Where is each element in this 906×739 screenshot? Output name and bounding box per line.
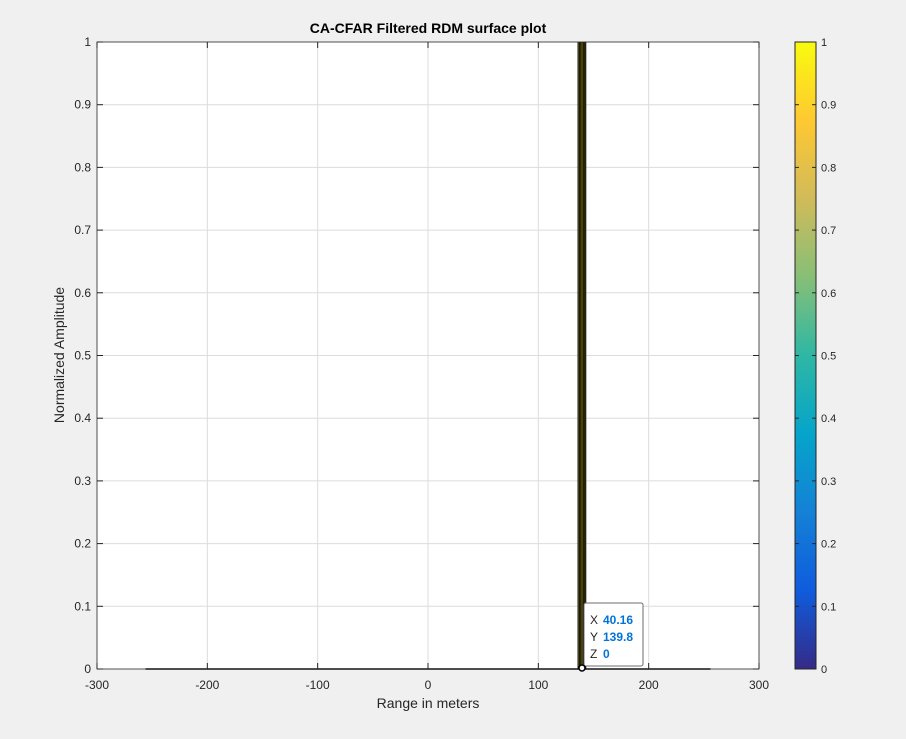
y-tick-label: 0.4 xyxy=(74,411,91,425)
y-tick-label: 0.7 xyxy=(74,223,91,237)
y-tick-label: 0.3 xyxy=(74,474,91,488)
colorbar-tick-labels: 0 0.1 0.2 0.3 0.4 0.5 0.6 0.7 0.8 0.9 1 xyxy=(795,37,836,676)
colorbar-tick-label: 0.7 xyxy=(821,225,836,237)
x-tick-label: -100 xyxy=(306,678,330,692)
x-tick-label: 100 xyxy=(528,678,548,692)
colorbar-tick-label: 0.3 xyxy=(821,476,836,488)
colorbar-tick-label: 0.4 xyxy=(821,413,836,425)
data-tip-marker[interactable] xyxy=(578,664,586,672)
y-tick-label: 0.8 xyxy=(74,160,91,174)
x-tick-label: -200 xyxy=(195,678,219,692)
colorbar-tick-label: 0.2 xyxy=(821,539,836,551)
colorbar-tick-label: 0.6 xyxy=(821,288,836,300)
data-tip-z-label: Z xyxy=(590,647,597,661)
data-tip-z-value: 0 xyxy=(603,647,610,661)
data-tip-x-value: 40.16 xyxy=(603,613,633,627)
colorbar-tick-label: 0.9 xyxy=(821,100,836,112)
y-tick-label: 0.6 xyxy=(74,286,91,300)
chart-title: CA-CFAR Filtered RDM surface plot xyxy=(310,20,547,36)
x-tick-label: -300 xyxy=(85,678,109,692)
y-tick-label: 1 xyxy=(84,35,91,49)
y-axis-label: Normalized Amplitude xyxy=(51,287,67,423)
axes xyxy=(96,41,760,670)
colorbar-tick-label: 0.5 xyxy=(821,351,836,363)
data-tip-y-value: 139.8 xyxy=(603,630,633,644)
y-tick-label: 0 xyxy=(84,662,91,676)
colorbar-tick-label: 1 xyxy=(821,37,827,49)
colorbar-tick-label: 0.8 xyxy=(821,162,836,174)
colorbar-tick-label: 0 xyxy=(821,664,827,676)
data-tip-box xyxy=(583,602,644,667)
y-tick-label: 0.2 xyxy=(74,537,91,551)
y-tick-labels: 0 0.1 0.2 0.3 0.4 0.5 0.6 0.7 0.8 0.9 1 xyxy=(74,35,91,676)
x-tick-label: 200 xyxy=(639,678,659,692)
x-tick-label: 300 xyxy=(749,678,769,692)
data-tip-y-label: Y xyxy=(590,630,598,644)
x-axis-label: Range in meters xyxy=(377,695,480,711)
data-tip[interactable]: X 40.16 Y 139.8 Z 0 xyxy=(578,602,644,672)
x-tick-label: 0 xyxy=(425,678,432,692)
x-tick-labels: -300 -200 -100 0 100 200 300 xyxy=(85,678,769,692)
y-tick-label: 0.1 xyxy=(74,599,91,613)
colorbar-tick-label: 0.1 xyxy=(821,601,836,613)
grid-lines xyxy=(97,42,759,669)
data-tip-x-label: X xyxy=(590,613,598,627)
y-tick-label: 0.9 xyxy=(74,98,91,112)
y-tick-label: 0.5 xyxy=(74,349,91,363)
